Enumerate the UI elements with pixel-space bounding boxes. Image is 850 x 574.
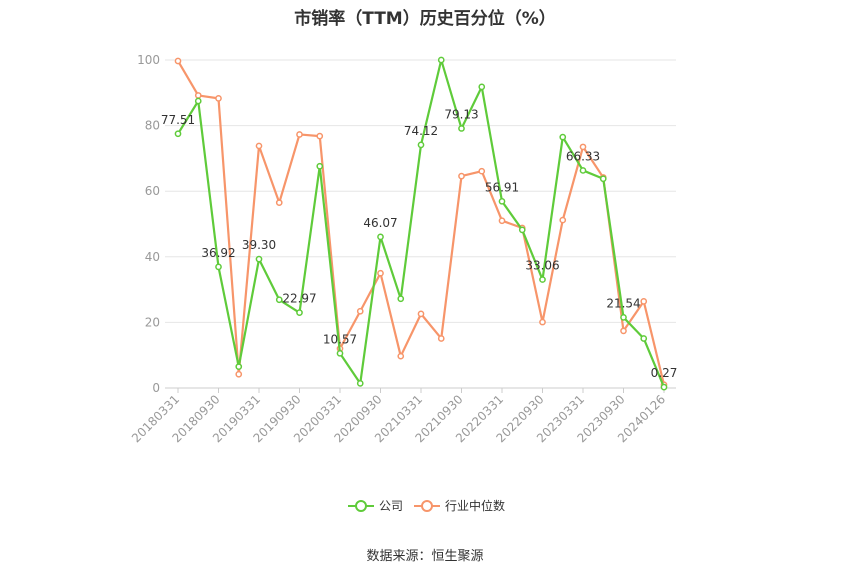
- data-label: 56.91: [485, 180, 519, 194]
- data-point: [235, 363, 243, 371]
- y-tick-label: 40: [145, 250, 160, 264]
- data-point: [498, 197, 506, 205]
- y-tick-label: 0: [152, 381, 160, 395]
- data-point: [296, 131, 303, 138]
- data-point: [417, 310, 425, 318]
- legend: 公司 行业中位数: [348, 498, 505, 513]
- data-point: [215, 95, 222, 102]
- data-label: 66.33: [566, 149, 600, 163]
- data-label: 10.57: [323, 332, 357, 346]
- data-label: 36.92: [201, 246, 235, 260]
- data-point: [275, 296, 283, 304]
- data-point: [275, 199, 283, 207]
- data-point: [417, 141, 425, 149]
- data-point: [397, 295, 405, 303]
- legend-label: 行业中位数: [445, 498, 505, 513]
- data-point: [215, 263, 222, 271]
- data-label: 39.30: [242, 238, 276, 252]
- data-point: [437, 335, 445, 342]
- series-line: [177, 60, 666, 385]
- data-labels: 77.51 36.92 39.30 22.97 10.57 46.07 74.12 79.13…: [161, 107, 678, 380]
- data-point: [458, 125, 465, 132]
- data-point: [174, 57, 182, 65]
- y-tick-label: 60: [145, 184, 160, 198]
- data-label: 74.12: [404, 124, 438, 138]
- data-point: [579, 167, 587, 174]
- data-point: [620, 313, 627, 321]
- data-point: [316, 132, 324, 140]
- data-point: [660, 383, 668, 391]
- data-point: [498, 217, 506, 225]
- data-point: [235, 370, 243, 378]
- data-point: [316, 162, 324, 170]
- legend-label: 公司: [379, 499, 403, 513]
- data-point: [377, 233, 384, 241]
- legend-marker: [421, 500, 433, 512]
- data-point: [539, 276, 546, 283]
- y-tick-label: 100: [137, 53, 160, 67]
- data-point: [579, 143, 587, 151]
- data-point: [255, 255, 263, 263]
- data-point: [458, 172, 465, 180]
- data-point: [640, 298, 648, 305]
- data-point: [478, 83, 486, 91]
- data-label: 46.07: [363, 216, 397, 230]
- data-point: [194, 97, 202, 105]
- data-point: [437, 56, 445, 64]
- data-point: [174, 130, 182, 138]
- source-note: 数据来源：恒生聚源: [366, 549, 484, 564]
- data-point: [620, 327, 627, 335]
- data-point: [255, 142, 263, 150]
- series-line: [177, 58, 666, 388]
- data-label: 77.51: [161, 113, 195, 127]
- data-point: [599, 175, 607, 183]
- data-label: 21.54: [606, 296, 640, 310]
- data-label: 0.27: [651, 366, 678, 380]
- data-point: [296, 309, 303, 317]
- data-point: [559, 133, 567, 141]
- legend-marker: [355, 500, 367, 512]
- data-point: [539, 318, 546, 326]
- data-point: [478, 167, 486, 175]
- data-label: 79.13: [444, 107, 478, 121]
- data-point: [356, 307, 364, 315]
- y-tick-label: 20: [145, 315, 160, 329]
- data-point: [640, 335, 648, 342]
- data-point: [377, 269, 384, 277]
- data-label: 22.97: [282, 292, 316, 306]
- y-tick-label: 80: [145, 119, 160, 133]
- series: [174, 56, 668, 391]
- data-point: [518, 226, 526, 234]
- data-point: [559, 216, 567, 224]
- chart-title: 市销率（TTM）历史百分位（%）: [294, 9, 556, 29]
- data-point: [194, 92, 202, 99]
- data-point: [356, 380, 364, 387]
- data-label: 33.06: [525, 259, 559, 273]
- data-point: [397, 352, 405, 360]
- data-point: [336, 349, 344, 357]
